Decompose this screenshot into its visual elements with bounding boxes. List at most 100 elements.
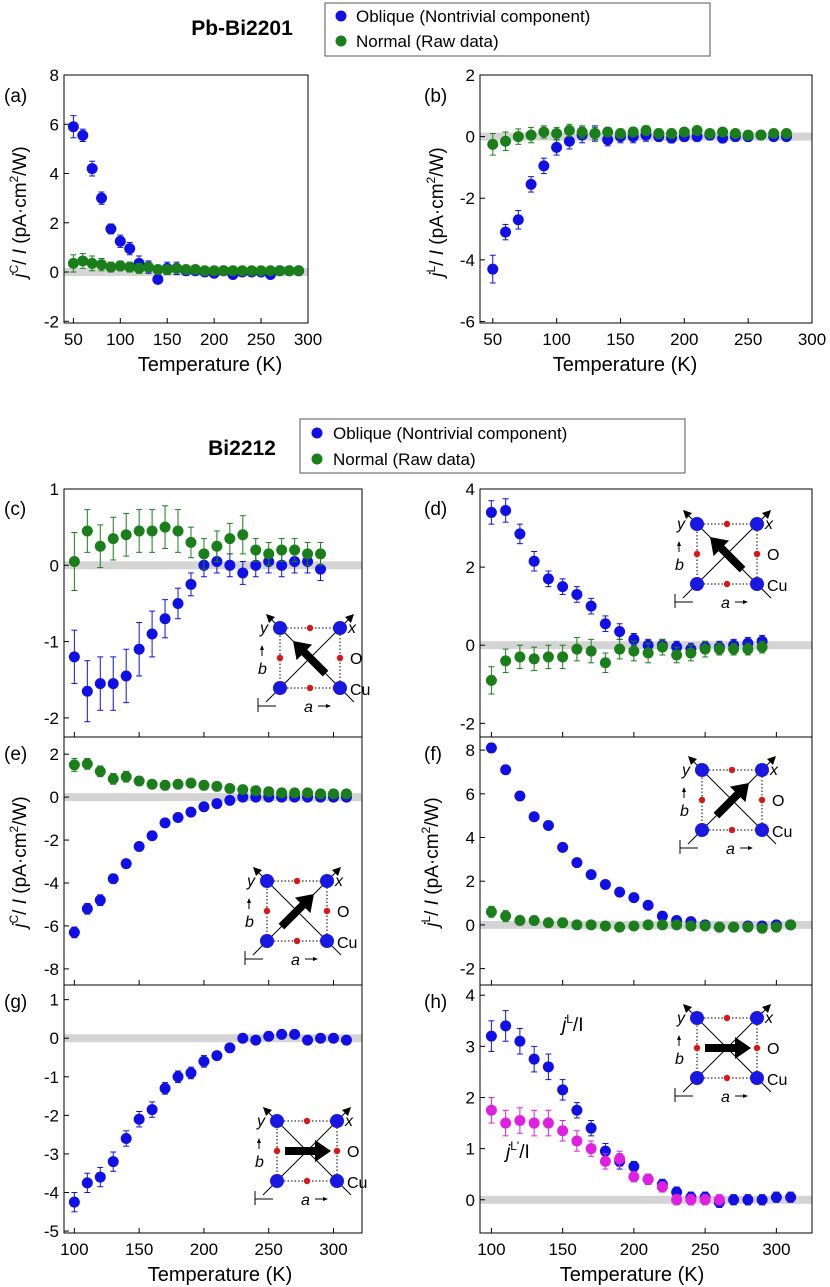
data-point — [500, 135, 512, 147]
inset-label-cu: Cu — [767, 1072, 787, 1089]
data-point — [614, 886, 626, 898]
data-point — [585, 919, 597, 931]
inset-label-a: a — [291, 952, 300, 969]
arrow-shape — [710, 537, 746, 573]
x-tick-label: 300 — [319, 1240, 347, 1259]
data-point — [691, 124, 703, 136]
data-point — [77, 255, 89, 267]
data-point — [68, 1196, 80, 1208]
data-point — [133, 841, 145, 853]
data-point — [293, 265, 305, 277]
current-direction-arrow — [713, 783, 749, 819]
o-atom — [758, 796, 766, 804]
y-tick-label: -4 — [460, 251, 475, 270]
data-point — [224, 1042, 236, 1054]
inset-label-a: a — [301, 1192, 310, 1209]
data-point — [628, 1171, 640, 1183]
a-arrowhead — [748, 846, 753, 850]
series-normal — [485, 905, 797, 934]
y-arrowhead — [263, 1107, 272, 1116]
x-tick-label: 250 — [691, 1240, 719, 1259]
inset-label-y: y — [256, 1113, 266, 1130]
x-tick-label: 150 — [153, 330, 181, 349]
o-atom — [293, 937, 301, 945]
inset-label-a: a — [304, 699, 313, 716]
data-point — [185, 1067, 197, 1079]
data-point — [146, 628, 158, 640]
cu-atom — [333, 621, 347, 635]
data-point — [571, 588, 583, 600]
inset-label-x: x — [347, 620, 357, 637]
current-direction-arrow — [710, 537, 746, 573]
x-tick-label: 50 — [483, 330, 502, 349]
cu-atom — [333, 681, 347, 695]
data-point — [172, 597, 184, 609]
data-point — [224, 533, 236, 545]
y-tick-label: 0 — [50, 788, 59, 807]
legend-marker-normal — [335, 35, 347, 47]
data-point — [585, 869, 597, 881]
data-point — [68, 555, 80, 567]
data-point — [656, 919, 668, 931]
data-point — [263, 1030, 275, 1042]
x-arrowhead — [762, 1004, 771, 1013]
data-point — [500, 1020, 512, 1032]
data-point — [114, 260, 126, 272]
data-point — [728, 1194, 740, 1206]
panel-label: (g) — [4, 992, 27, 1013]
zero-line-band — [64, 793, 362, 802]
data-point — [656, 641, 668, 653]
y-tick-label: -2 — [44, 1106, 59, 1125]
o-atom — [336, 654, 344, 662]
data-point — [671, 1194, 683, 1206]
y-arrowhead — [683, 510, 692, 519]
o-atom — [303, 1177, 311, 1185]
y-tick-label: 1 — [466, 1140, 475, 1159]
y-axis-label-a: jC/ I (pA·cm2/W) — [7, 146, 31, 280]
x-tick-label: 250 — [734, 330, 762, 349]
data-point — [514, 1035, 526, 1047]
cu-atom — [695, 823, 709, 837]
data-point — [327, 788, 339, 800]
y-tick-label: 4 — [466, 986, 475, 1005]
data-point — [699, 643, 711, 655]
data-point — [557, 1084, 569, 1096]
data-point — [512, 131, 524, 143]
y-tick-label: -2 — [460, 960, 475, 979]
x-arrowhead — [342, 1107, 351, 1116]
arrow-shape — [285, 1140, 331, 1162]
zero-line-band — [64, 1034, 362, 1043]
data-point — [96, 192, 108, 204]
legend-entry-oblique: Oblique (Nontrivial component) — [356, 7, 590, 26]
data-point — [77, 129, 89, 141]
x-axis-label-g: Temperature (K) — [148, 1264, 293, 1286]
data-point — [237, 1032, 249, 1044]
y-tick-label: 2 — [466, 66, 475, 85]
x-tick-label: 150 — [606, 330, 634, 349]
data-point — [68, 926, 80, 938]
data-point — [133, 1113, 145, 1125]
data-point — [224, 794, 236, 806]
x-tick-label: 250 — [255, 1240, 283, 1259]
data-point — [236, 265, 248, 277]
data-point — [528, 653, 540, 665]
data-point — [557, 841, 569, 853]
data-point — [685, 1194, 697, 1206]
cu-atom — [755, 763, 769, 777]
data-point — [585, 600, 597, 612]
data-point — [756, 922, 768, 934]
data-point — [485, 506, 497, 518]
x-tick-label: 200 — [190, 1240, 218, 1259]
data-point — [500, 910, 512, 922]
data-point — [756, 1194, 768, 1206]
panel-label: (a) — [4, 86, 27, 107]
data-point — [671, 919, 683, 931]
inset-label-b: b — [675, 557, 684, 574]
x-tick-label: 200 — [200, 330, 228, 349]
y-tick-label: -2 — [44, 312, 59, 331]
plot-frame — [63, 736, 363, 986]
x-arrowhead — [767, 756, 776, 765]
y-tick-label: 8 — [466, 741, 475, 760]
plot-frame — [479, 74, 813, 324]
a-arrowhead — [326, 704, 331, 708]
